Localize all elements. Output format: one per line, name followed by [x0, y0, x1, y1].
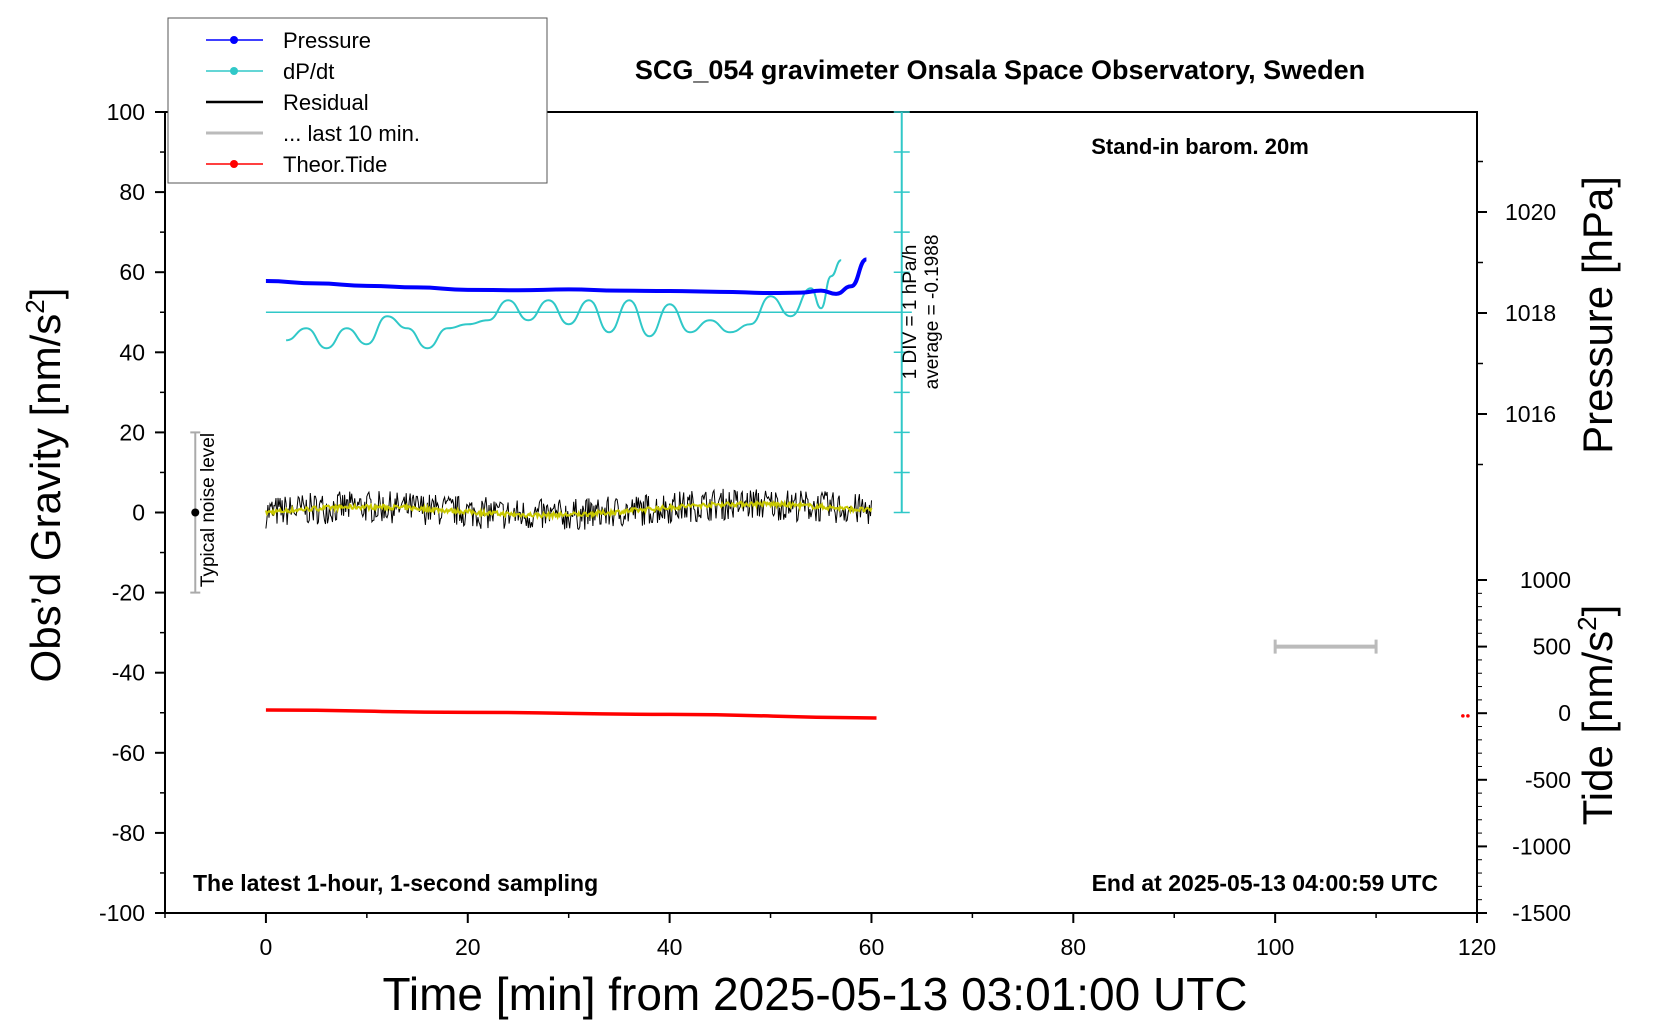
x-tick-label: 80	[1061, 934, 1087, 960]
tide-current-dot	[1461, 714, 1465, 718]
tide-tick-label: -500	[1525, 767, 1571, 793]
y-tick-label: 40	[119, 339, 145, 365]
legend-entry: Pressure	[206, 28, 371, 53]
tide-tick-label: -1500	[1512, 900, 1571, 926]
y-axis-title-tide: Tide [nm/s2]	[1572, 605, 1621, 826]
residual-smoothed-line	[264, 499, 873, 521]
legend-label: dP/dt	[283, 59, 334, 84]
y-tick-label: 80	[119, 179, 145, 205]
footer-left-label: The latest 1-hour, 1-second sampling	[193, 870, 598, 896]
legend-label: Pressure	[283, 28, 371, 53]
y-tick-label: -40	[112, 660, 145, 686]
dpdt-annotation-average: average = -0.1988	[922, 235, 943, 390]
y-tick-label: -20	[112, 580, 145, 606]
legend-label: ... last 10 min.	[283, 121, 420, 146]
chart-title: SCG_054 gravimeter Onsala Space Observat…	[635, 55, 1365, 85]
tide-tick-label: 0	[1558, 700, 1571, 726]
pressure-tick-label: 1018	[1505, 300, 1556, 326]
y-tick-label: 20	[119, 419, 145, 445]
tide-tick-label: -1000	[1512, 833, 1571, 859]
dpdt-annotation-div: 1 DIV = 1 hPa/h	[900, 245, 921, 380]
dpdt-line	[285, 259, 842, 350]
y-axis-title-left: Obs’d Gravity [nm/s2]	[20, 288, 69, 683]
legend-swatch-dot	[230, 67, 238, 75]
legend-swatch-dot	[230, 160, 238, 168]
tide-tick-label: 500	[1533, 634, 1571, 660]
x-tick-label: 100	[1256, 934, 1294, 960]
x-tick-label: 120	[1458, 934, 1496, 960]
x-tick-label: 20	[455, 934, 481, 960]
legend-label: Theor.Tide	[283, 152, 387, 177]
x-tick-label: 60	[859, 934, 885, 960]
footer-right-label: End at 2025-05-13 04:00:59 UTC	[1092, 870, 1438, 896]
y-tick-label: 0	[132, 500, 145, 526]
pressure-tick-label: 1020	[1505, 199, 1556, 225]
pressure-line	[265, 257, 868, 296]
legend-entry: Theor.Tide	[206, 152, 387, 177]
noise-bar-center	[191, 508, 200, 517]
legend-box	[167, 17, 548, 184]
legend-swatch-dot	[230, 36, 238, 44]
y-tick-label: 60	[119, 259, 145, 285]
legend: Pressure dP/dt Residual ... last 10 min. The…	[167, 17, 548, 184]
x-axis-title: Time [min] from 2025-05-13 03:01:00 UTC	[383, 968, 1248, 1020]
legend-entry: dP/dt	[206, 59, 334, 84]
legend-entry: Residual	[206, 90, 369, 115]
tide-current-dot	[1466, 714, 1470, 718]
x-tick-label: 0	[260, 934, 273, 960]
chart-subtitle: Stand-in barom. 20m	[1091, 134, 1309, 159]
tide-tick-label: 1000	[1520, 567, 1571, 593]
residual-line	[265, 488, 872, 531]
legend-entry: ... last 10 min.	[206, 121, 420, 146]
theor-tide-line	[265, 708, 877, 720]
pressure-tick-label: 1016	[1505, 401, 1556, 427]
y-tick-label: 100	[107, 99, 145, 125]
y-tick-label: -80	[112, 820, 145, 846]
x-tick-label: 40	[657, 934, 683, 960]
y-tick-label: -60	[112, 740, 145, 766]
y-axis-title-pressure: Pressure [hPa]	[1574, 176, 1621, 454]
noise-level-label: Typical noise level	[198, 433, 219, 587]
legend-label: Residual	[283, 90, 369, 115]
y-tick-label: -100	[99, 900, 145, 926]
